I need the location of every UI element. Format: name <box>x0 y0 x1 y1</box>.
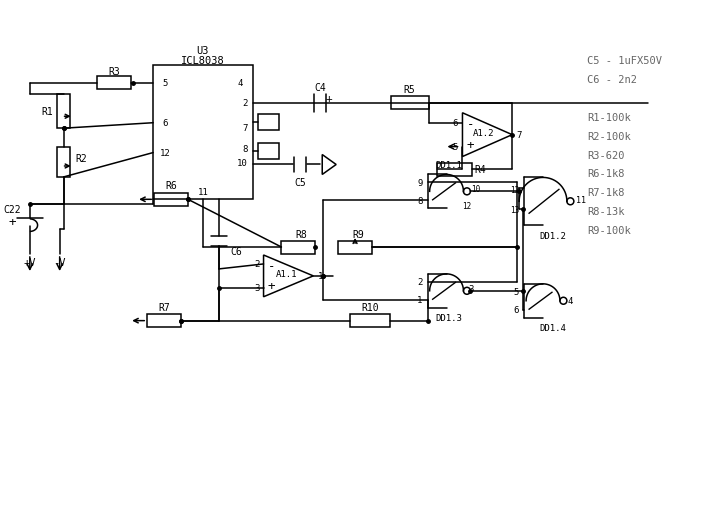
Bar <box>147 315 181 327</box>
Bar <box>58 148 70 178</box>
Text: 11: 11 <box>197 187 208 196</box>
Text: C5: C5 <box>294 178 306 188</box>
Text: R6-1k8: R6-1k8 <box>587 169 625 179</box>
Text: -V: -V <box>53 258 66 267</box>
Text: 12: 12 <box>462 202 471 210</box>
Text: A1.2: A1.2 <box>472 129 494 138</box>
Text: 11: 11 <box>576 195 586 205</box>
Text: 5: 5 <box>162 79 167 88</box>
Text: R3: R3 <box>108 67 120 77</box>
Bar <box>282 241 315 254</box>
Text: 8: 8 <box>242 145 248 154</box>
Text: 1: 1 <box>417 296 422 305</box>
Text: R7-1k8: R7-1k8 <box>587 188 625 198</box>
Text: 12: 12 <box>510 185 520 194</box>
Text: 10: 10 <box>471 184 480 193</box>
Text: 4: 4 <box>567 297 572 305</box>
Bar <box>154 193 188 206</box>
Text: C22: C22 <box>3 205 20 215</box>
Text: ICL8038: ICL8038 <box>181 56 225 66</box>
Text: 2: 2 <box>242 99 248 108</box>
Text: DD1.4: DD1.4 <box>539 323 566 332</box>
Text: 5: 5 <box>453 143 458 152</box>
Text: 6: 6 <box>513 305 519 315</box>
Text: R8-13k: R8-13k <box>587 207 625 217</box>
Text: U3: U3 <box>197 46 209 56</box>
Text: +: + <box>8 215 16 228</box>
Text: R10: R10 <box>361 302 379 312</box>
Bar <box>258 144 280 159</box>
Bar <box>338 241 372 254</box>
Text: 1: 1 <box>317 272 323 281</box>
Text: +: + <box>268 280 275 293</box>
Text: 4: 4 <box>238 79 243 88</box>
Text: R2-100k: R2-100k <box>587 131 630 142</box>
Text: C4: C4 <box>314 83 326 93</box>
Text: -: - <box>467 118 474 131</box>
Text: DD1.1: DD1.1 <box>435 161 462 169</box>
Text: C6: C6 <box>231 246 242 257</box>
Bar <box>98 77 131 90</box>
Text: R1: R1 <box>41 107 54 117</box>
Text: 6: 6 <box>162 119 167 128</box>
Text: R7: R7 <box>158 302 170 312</box>
Text: R9: R9 <box>352 230 364 240</box>
Bar <box>153 66 253 200</box>
Text: 7: 7 <box>516 131 522 140</box>
Text: 7: 7 <box>242 124 248 133</box>
Text: +: + <box>326 94 333 104</box>
Text: -: - <box>268 260 275 273</box>
Text: R5: R5 <box>404 84 416 95</box>
Text: C5 - 1uFX50V: C5 - 1uFX50V <box>587 56 662 66</box>
Text: +: + <box>467 139 474 152</box>
Polygon shape <box>323 155 336 175</box>
Text: 2: 2 <box>254 260 259 269</box>
Text: +V: +V <box>23 258 36 267</box>
Text: R4: R4 <box>475 165 486 175</box>
Text: 10: 10 <box>237 159 248 167</box>
Bar <box>391 97 429 110</box>
Text: 3: 3 <box>469 285 474 294</box>
Text: 3: 3 <box>254 284 259 293</box>
Text: C6 - 2n2: C6 - 2n2 <box>587 75 637 85</box>
Text: DD1.3: DD1.3 <box>435 314 462 323</box>
Text: R6: R6 <box>165 181 177 191</box>
Text: R3-620: R3-620 <box>587 150 625 160</box>
Text: 12: 12 <box>159 149 170 158</box>
Bar <box>437 164 472 177</box>
Bar <box>58 95 70 129</box>
Bar <box>350 315 390 327</box>
Bar <box>258 115 280 130</box>
Text: 5: 5 <box>513 288 519 297</box>
Text: R2: R2 <box>76 154 87 164</box>
Text: R1-100k: R1-100k <box>587 112 630 123</box>
Text: DD1.2: DD1.2 <box>539 231 566 240</box>
Text: 8: 8 <box>417 196 422 206</box>
Text: 6: 6 <box>453 119 458 128</box>
Text: 9: 9 <box>417 179 422 187</box>
Text: R8: R8 <box>296 230 307 240</box>
Text: 13: 13 <box>510 205 520 214</box>
Text: 2: 2 <box>417 278 422 287</box>
Text: A1.1: A1.1 <box>276 270 297 279</box>
Text: R9-100k: R9-100k <box>587 225 630 236</box>
